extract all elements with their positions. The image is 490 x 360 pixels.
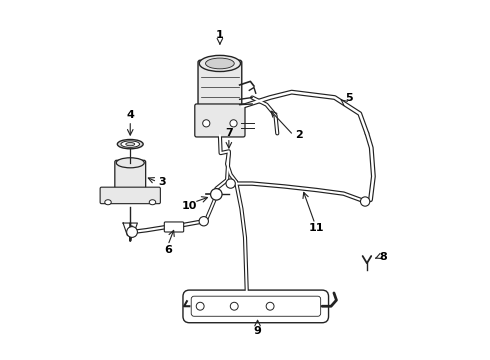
FancyBboxPatch shape [100, 187, 160, 204]
FancyBboxPatch shape [164, 222, 184, 232]
Text: 6: 6 [164, 245, 172, 255]
FancyBboxPatch shape [198, 60, 242, 111]
FancyBboxPatch shape [183, 290, 329, 323]
Circle shape [230, 120, 237, 127]
Circle shape [230, 302, 238, 310]
Circle shape [126, 226, 137, 237]
Text: 8: 8 [379, 252, 387, 262]
Ellipse shape [117, 139, 143, 149]
Circle shape [226, 179, 235, 188]
Circle shape [266, 302, 274, 310]
Ellipse shape [149, 200, 156, 205]
Text: 11: 11 [309, 224, 324, 233]
FancyBboxPatch shape [191, 296, 320, 316]
Text: 4: 4 [126, 110, 134, 120]
FancyBboxPatch shape [115, 160, 146, 189]
Circle shape [211, 189, 222, 200]
Text: 3: 3 [158, 177, 166, 187]
Ellipse shape [199, 55, 241, 72]
Ellipse shape [105, 200, 111, 205]
Text: 1: 1 [216, 30, 224, 40]
Text: 7: 7 [225, 129, 233, 138]
Text: 2: 2 [295, 130, 303, 140]
Circle shape [199, 217, 208, 226]
Circle shape [196, 302, 204, 310]
FancyBboxPatch shape [195, 104, 245, 137]
Circle shape [361, 197, 370, 206]
Ellipse shape [121, 141, 140, 147]
Text: 10: 10 [182, 201, 197, 211]
Ellipse shape [205, 58, 234, 69]
Ellipse shape [116, 158, 144, 168]
Ellipse shape [126, 143, 135, 146]
Text: 5: 5 [345, 93, 353, 103]
Circle shape [203, 120, 210, 127]
Text: 9: 9 [254, 326, 262, 336]
